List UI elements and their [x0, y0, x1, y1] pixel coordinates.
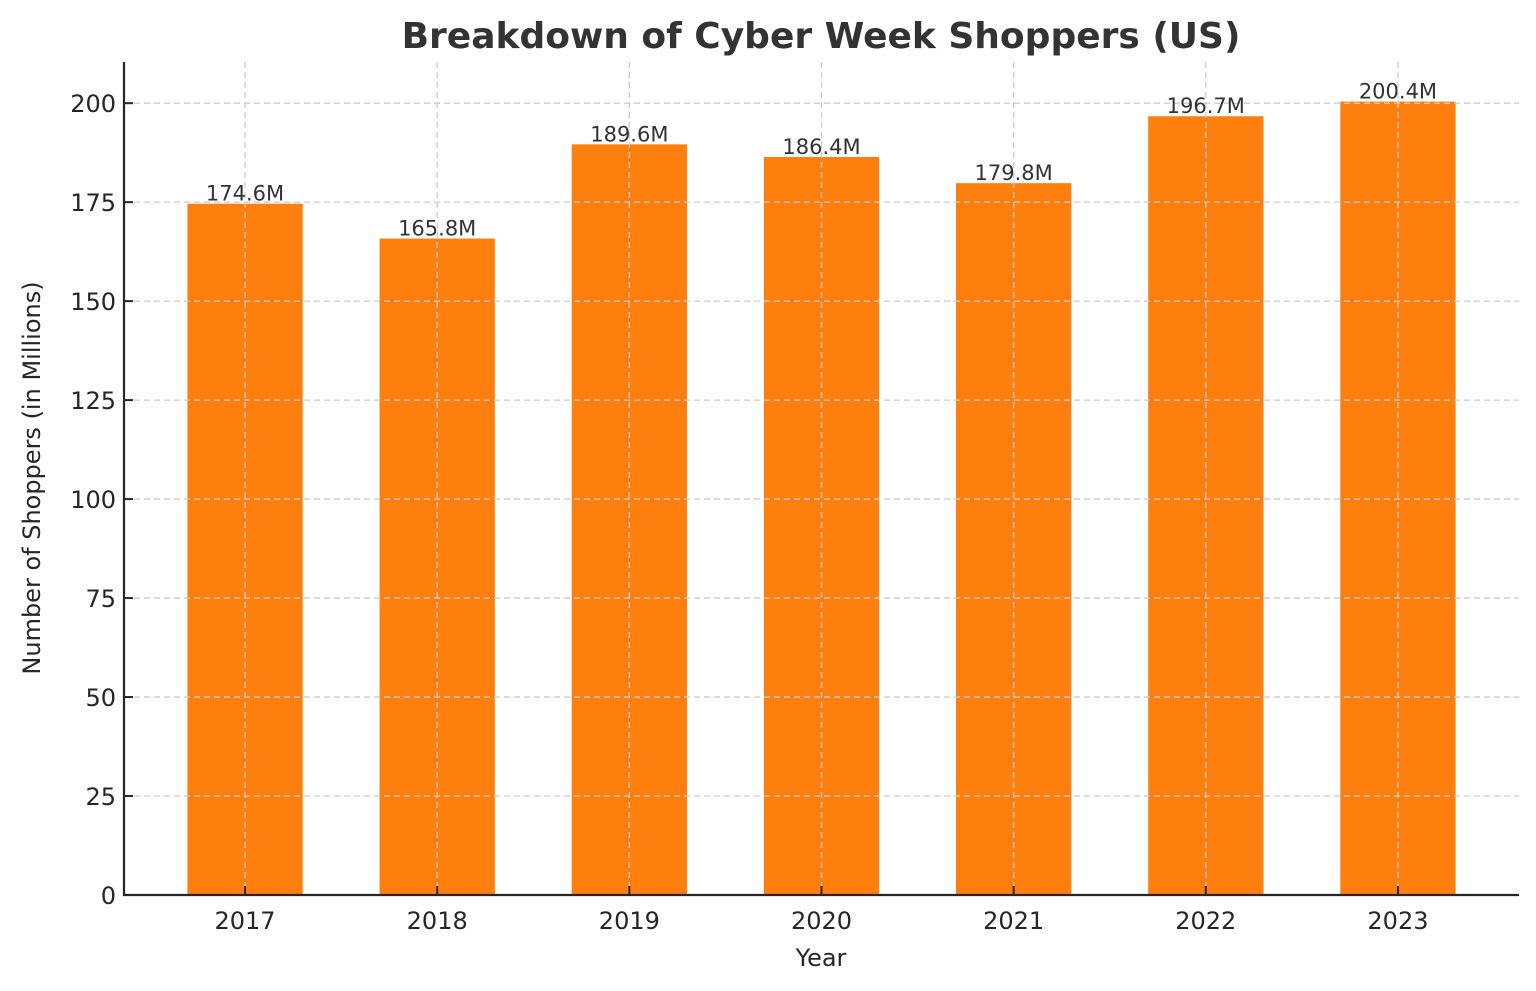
y-tick-label: 75: [85, 585, 116, 613]
y-tick-label: 100: [70, 486, 116, 514]
x-tick-label: 2023: [1367, 907, 1428, 935]
y-tick-label: 175: [70, 189, 116, 217]
bar-value-label: 189.6M: [590, 122, 668, 146]
x-tick-label: 2021: [983, 907, 1044, 935]
x-tick-label: 2022: [1175, 907, 1236, 935]
bar-value-label: 186.4M: [782, 135, 860, 159]
gridlines: [124, 62, 1519, 895]
x-tick-label: 2020: [791, 907, 852, 935]
bar-value-label: 200.4M: [1359, 80, 1437, 104]
bar-value-labels: 174.6M 165.8M 189.6M 186.4M 179.8M 196.7M 200.…: [206, 80, 1437, 241]
bar-value-label: 165.8M: [398, 217, 476, 241]
x-tick-label: 2019: [599, 907, 660, 935]
bar-value-label: 179.8M: [975, 161, 1053, 185]
x-axis: 2017 2018 2019 2020 2021 2022 2023: [123, 886, 1519, 935]
y-tick-label: 0: [101, 882, 116, 910]
y-tick-label: 150: [70, 288, 116, 316]
chart-title: Breakdown of Cyber Week Shoppers (US): [402, 16, 1241, 57]
x-tick-label: 2017: [215, 907, 276, 935]
y-axis: 0 25 50 75 100 125 150 175 200: [70, 62, 133, 910]
bar-value-label: 196.7M: [1167, 94, 1245, 118]
x-tick-label: 2018: [407, 907, 468, 935]
y-tick-label: 200: [70, 90, 116, 118]
bar-2017: [187, 203, 303, 895]
x-axis-label: Year: [795, 944, 847, 972]
y-axis-label: Number of Shoppers (in Millions): [18, 281, 46, 674]
y-tick-label: 50: [85, 684, 116, 712]
bar-2021: [956, 183, 1072, 896]
y-tick-label: 125: [70, 387, 116, 415]
y-tick-label: 25: [85, 783, 116, 811]
bar-value-label: 174.6M: [206, 182, 284, 206]
bar-2019: [571, 144, 687, 896]
